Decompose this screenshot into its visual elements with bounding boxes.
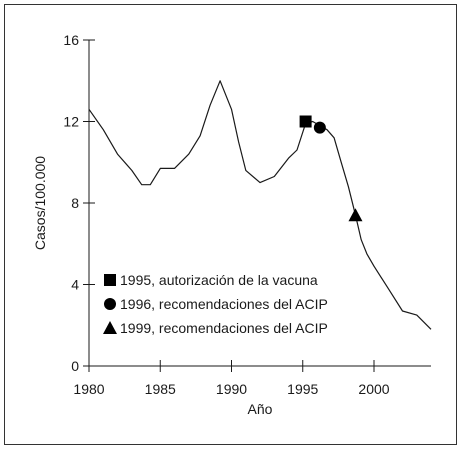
- legend-circle-marker: [104, 298, 116, 310]
- x-tick-label: 1985: [145, 381, 176, 397]
- legend-triangle-marker: [103, 321, 117, 334]
- legend-square-marker: [104, 274, 116, 286]
- x-tick-label: 1995: [287, 381, 318, 397]
- x-tick-label: 1990: [216, 381, 247, 397]
- x-ticks: 1980 1985 1990 1995 2000: [73, 360, 390, 397]
- series-group: [88, 80, 432, 330]
- y-tick-label: 16: [63, 32, 79, 48]
- legend-label-1999: 1999, recomendaciones del ACIP: [120, 320, 328, 336]
- axes: [88, 40, 431, 367]
- markers-group: [299, 115, 363, 222]
- y-tick-label: 0: [71, 358, 79, 374]
- marker-circle: [313, 121, 326, 134]
- x-axis-title: Año: [248, 401, 273, 417]
- chart-frame: [4, 4, 457, 445]
- x-tick-label: 1980: [73, 381, 104, 397]
- marker-triangle: [348, 208, 363, 222]
- marker-square: [299, 115, 312, 128]
- y-axis-title: Casos/100.000: [32, 156, 48, 250]
- y-tick-label: 12: [63, 114, 79, 130]
- legend-label-1995: 1995, autorización de la vacuna: [120, 272, 318, 288]
- y-tick-label: 8: [71, 195, 79, 211]
- y-tick-label: 4: [71, 277, 79, 293]
- x-tick-label: 2000: [358, 381, 389, 397]
- series-line: [88, 80, 432, 330]
- y-ticks: 0 4 8 12 16: [63, 32, 95, 374]
- legend: 1995, autorización de la vacuna 1996, re…: [103, 272, 328, 336]
- legend-label-1996: 1996, recomendaciones del ACIP: [120, 296, 328, 312]
